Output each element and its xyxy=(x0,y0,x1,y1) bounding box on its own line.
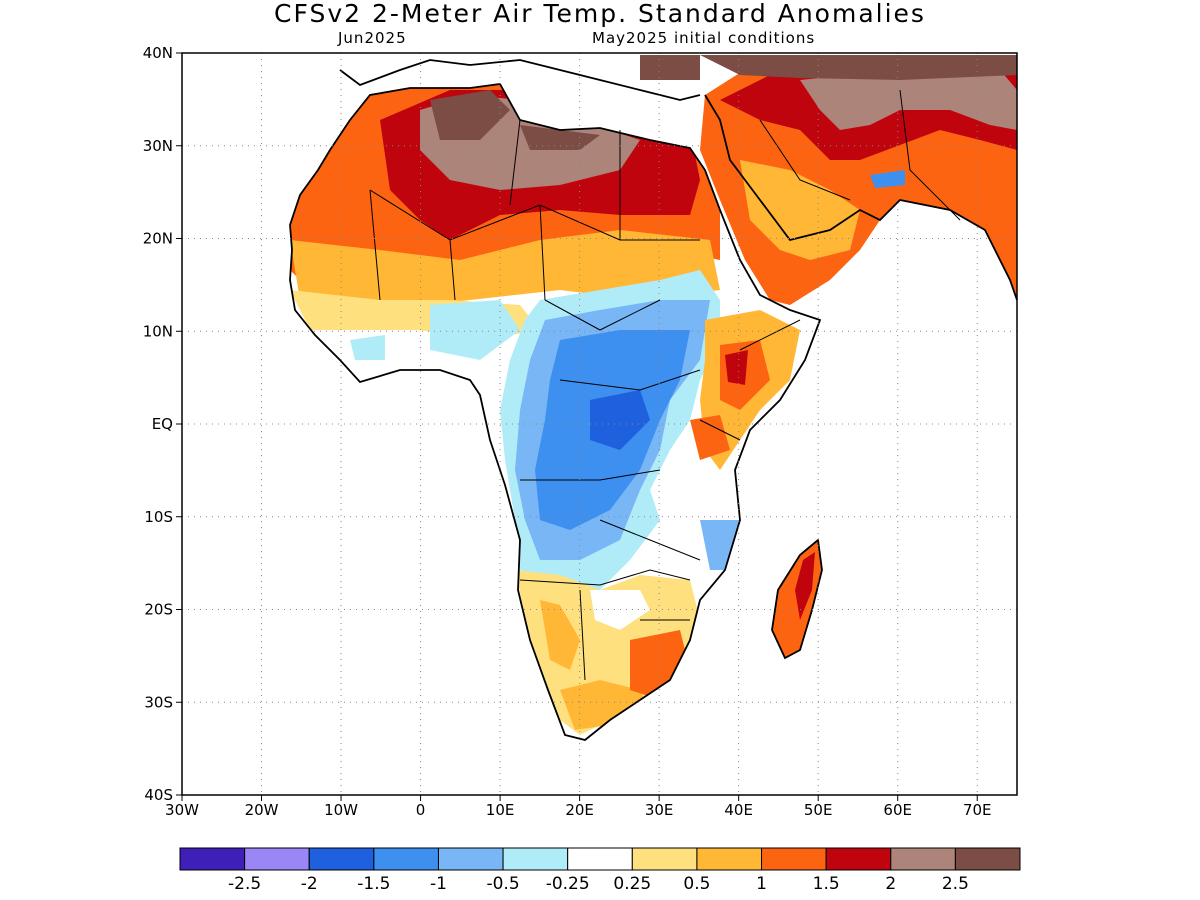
colorbar-swatch xyxy=(890,847,956,871)
colorbar-swatch xyxy=(696,847,763,871)
colorbar-swatch xyxy=(179,847,246,871)
colorbar-swatch xyxy=(825,847,892,871)
lon-label: 30E xyxy=(645,801,674,819)
lat-label: 10N xyxy=(143,322,173,340)
colorbar-swatch xyxy=(954,847,1021,871)
colorbar-labels: -2.5 -2 -1.5 -1 -0.5 -0.25 0.25 0.5 1 1.5 2 2.5 xyxy=(228,874,969,894)
colorbar-label: -2 xyxy=(301,874,318,894)
colorbar-label: 2.5 xyxy=(942,874,969,894)
lon-label: 50E xyxy=(804,801,833,819)
lon-label: 70E xyxy=(963,801,992,819)
lon-label: 10W xyxy=(324,801,358,819)
asia-anomaly-field xyxy=(640,55,1017,305)
longitude-labels: 30W 20W 10W 0 10E 20E 30E 40E 50E 60E 70E xyxy=(165,801,991,819)
lat-label: 20N xyxy=(143,230,173,248)
initial-conditions: May2025 initial conditions xyxy=(592,29,816,47)
coastlines xyxy=(289,59,1018,741)
colorbar-label: 0.25 xyxy=(613,874,651,894)
map-title: CFSv2 2-Meter Air Temp. Standard Anomali… xyxy=(274,0,926,28)
colorbar-swatch xyxy=(761,847,827,871)
colorbar-swatch xyxy=(373,847,439,871)
colorbar-label: 2 xyxy=(885,874,896,894)
colorbar-label: -2.5 xyxy=(228,874,261,894)
forecast-month: Jun2025 xyxy=(338,29,407,47)
lat-label: 20S xyxy=(144,601,173,619)
colorbar-label: -0.5 xyxy=(486,874,519,894)
lon-label: 0 xyxy=(416,801,426,819)
lon-label: 20W xyxy=(245,801,279,819)
colorbar-swatch xyxy=(567,847,633,871)
country-borders xyxy=(369,89,961,681)
colorbar-label: 1.5 xyxy=(813,874,840,894)
colorbar-label: 0.5 xyxy=(683,874,710,894)
colorbar-label: -0.25 xyxy=(546,874,590,894)
colorbar-swatch xyxy=(502,847,569,871)
colorbar-swatch xyxy=(631,847,698,871)
lat-label: 30S xyxy=(144,693,173,711)
lat-label: 40N xyxy=(143,44,173,62)
colorbar xyxy=(179,847,1021,871)
lat-label: 30N xyxy=(143,137,173,155)
lon-label: 30W xyxy=(165,801,199,819)
latitude-labels: 40N 30N 20N 10N EQ 10S 20S 30S 40S xyxy=(143,44,173,804)
colorbar-swatch xyxy=(308,847,375,871)
colorbar-label: -1.5 xyxy=(357,874,390,894)
colorbar-swatch xyxy=(244,847,310,871)
colorbar-swatch xyxy=(437,847,504,871)
colorbar-label: 1 xyxy=(756,874,767,894)
axis-ticks xyxy=(176,52,978,801)
lat-label: 10S xyxy=(144,508,173,526)
colorbar-label: -1 xyxy=(430,874,447,894)
lon-label: 20E xyxy=(565,801,594,819)
lat-label: 40S xyxy=(144,786,173,804)
lon-label: 60E xyxy=(883,801,912,819)
madagascar-hot-core xyxy=(795,552,815,620)
lon-label: 40E xyxy=(724,801,753,819)
graticule xyxy=(182,53,1017,795)
lat-label: EQ xyxy=(152,415,173,433)
lon-label: 10E xyxy=(486,801,515,819)
